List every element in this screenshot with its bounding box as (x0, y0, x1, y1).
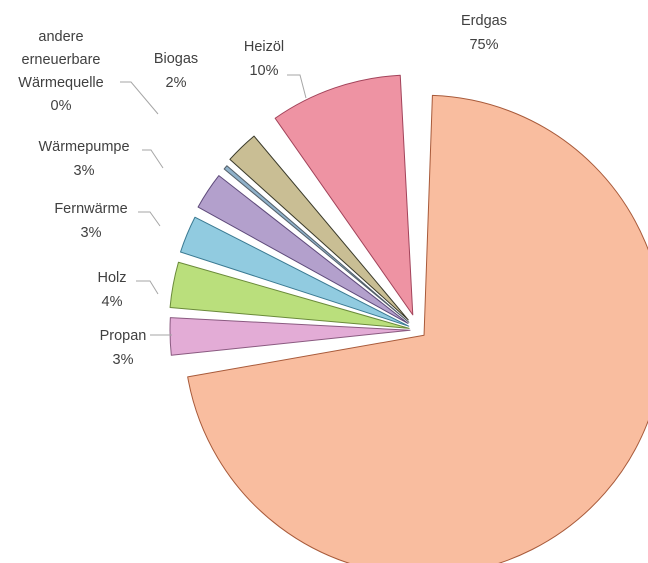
label-andere-line1: andere (38, 29, 83, 45)
label-holz-name: Holz (97, 270, 126, 286)
label-andere-value: 0% (51, 98, 72, 114)
pie-slices (169, 74, 648, 563)
leader-line-waermepumpe (142, 149, 164, 169)
leader-line-fernwaerme (138, 211, 161, 227)
label-andere-line2: erneuerbare (22, 52, 101, 68)
pie-slice-7 (229, 135, 409, 321)
label-erdgas-value: 75% (469, 37, 498, 53)
label-fernwaerme-value: 3% (81, 225, 102, 241)
pie-slice-3 (169, 261, 410, 329)
data-labels: Erdgas 75% Propan 3% Holz 4% Fernwärme 3… (18, 13, 507, 368)
label-heizoel-name: Heizöl (244, 39, 284, 55)
pie-slice-6 (223, 165, 410, 323)
label-andere-line3: Wärmequelle (18, 75, 103, 91)
pie-slice-5 (197, 175, 409, 324)
pie-slice-4 (180, 216, 410, 327)
leader-lines (120, 74, 307, 336)
pie-slice-1 (187, 94, 648, 563)
label-heizoel-value: 10% (249, 63, 278, 79)
pie-slice-2 (169, 317, 411, 356)
label-holz-value: 4% (102, 294, 123, 310)
label-waermepumpe-name: Wärmepumpe (38, 139, 129, 155)
label-propan-value: 3% (113, 352, 134, 368)
leader-line-andere (120, 81, 159, 115)
pie-slice-8 (274, 74, 414, 316)
label-erdgas-name: Erdgas (461, 13, 507, 29)
leader-line-holz (136, 280, 159, 295)
label-biogas-name: Biogas (154, 51, 198, 67)
label-propan-name: Propan (100, 328, 147, 344)
label-waermepumpe-value: 3% (74, 163, 95, 179)
label-biogas-value: 2% (166, 75, 187, 91)
label-fernwaerme-name: Fernwärme (54, 201, 127, 217)
leader-line-heizoel (287, 74, 307, 99)
